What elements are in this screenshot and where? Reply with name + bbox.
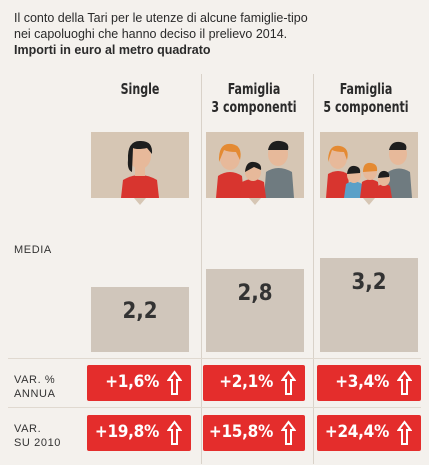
- bar-value-label: 3,2: [351, 270, 387, 295]
- chart-header: Il conto della Tari per le utenze di alc…: [14, 10, 419, 58]
- up-arrow-icon: [396, 370, 413, 401]
- bar-family-5: 3,2: [320, 258, 418, 352]
- bar-value-label: 2,2: [122, 299, 158, 324]
- row-divider: [8, 358, 421, 359]
- bar-value-label: 2,8: [237, 281, 273, 306]
- column-title-family-3: Famiglia 3 componenti: [211, 80, 297, 116]
- subtitle-line-1: Il conto della Tari per le utenze di alc…: [14, 11, 308, 25]
- portrait-pointer: [249, 198, 261, 205]
- portrait-pointer: [363, 198, 375, 205]
- column-title-family-5: Famiglia 5 componenti: [323, 80, 409, 116]
- badge-value: +1,6%: [105, 372, 159, 392]
- bar-single: 2,2: [91, 287, 189, 352]
- badge-var-annua-single: +1,6%: [87, 365, 191, 401]
- badge-var-2010-family-3: +15,8%: [203, 415, 305, 451]
- badge-var-annua-family-5: +3,4%: [317, 365, 421, 401]
- up-arrow-icon: [396, 420, 413, 451]
- up-arrow-icon: [166, 420, 183, 451]
- badge-value: +2,1%: [219, 372, 273, 392]
- family-five-icon: [320, 132, 418, 198]
- up-arrow-icon: [280, 420, 297, 451]
- row-label-media: MEDIA: [14, 244, 52, 256]
- column-separator: [201, 74, 202, 464]
- row-label-var-2010: VAR. SU 2010: [14, 423, 62, 449]
- subtitle-line-2: nei capoluoghi che hanno deciso il preli…: [14, 27, 288, 41]
- badge-value: +19,8%: [94, 422, 159, 442]
- badge-value: +24,4%: [324, 422, 389, 442]
- badge-var-2010-single: +19,8%: [87, 415, 191, 451]
- column-separator: [313, 74, 314, 464]
- bar-family-3: 2,8: [206, 269, 304, 352]
- row-label-var-annua: VAR. % ANNUA: [14, 374, 56, 400]
- badge-value: +3,4%: [335, 372, 389, 392]
- up-arrow-icon: [280, 370, 297, 401]
- badge-var-annua-family-3: +2,1%: [203, 365, 305, 401]
- unit-note: Importi in euro al metro quadrato: [14, 43, 211, 57]
- up-arrow-icon: [166, 370, 183, 401]
- column-title-single: Single: [120, 80, 160, 98]
- badge-value: +15,8%: [208, 422, 273, 442]
- badge-var-2010-family-5: +24,4%: [317, 415, 421, 451]
- single-person-icon: [91, 132, 189, 198]
- family-three-icon: [206, 132, 304, 198]
- row-divider: [8, 407, 421, 408]
- portrait-pointer: [134, 198, 146, 205]
